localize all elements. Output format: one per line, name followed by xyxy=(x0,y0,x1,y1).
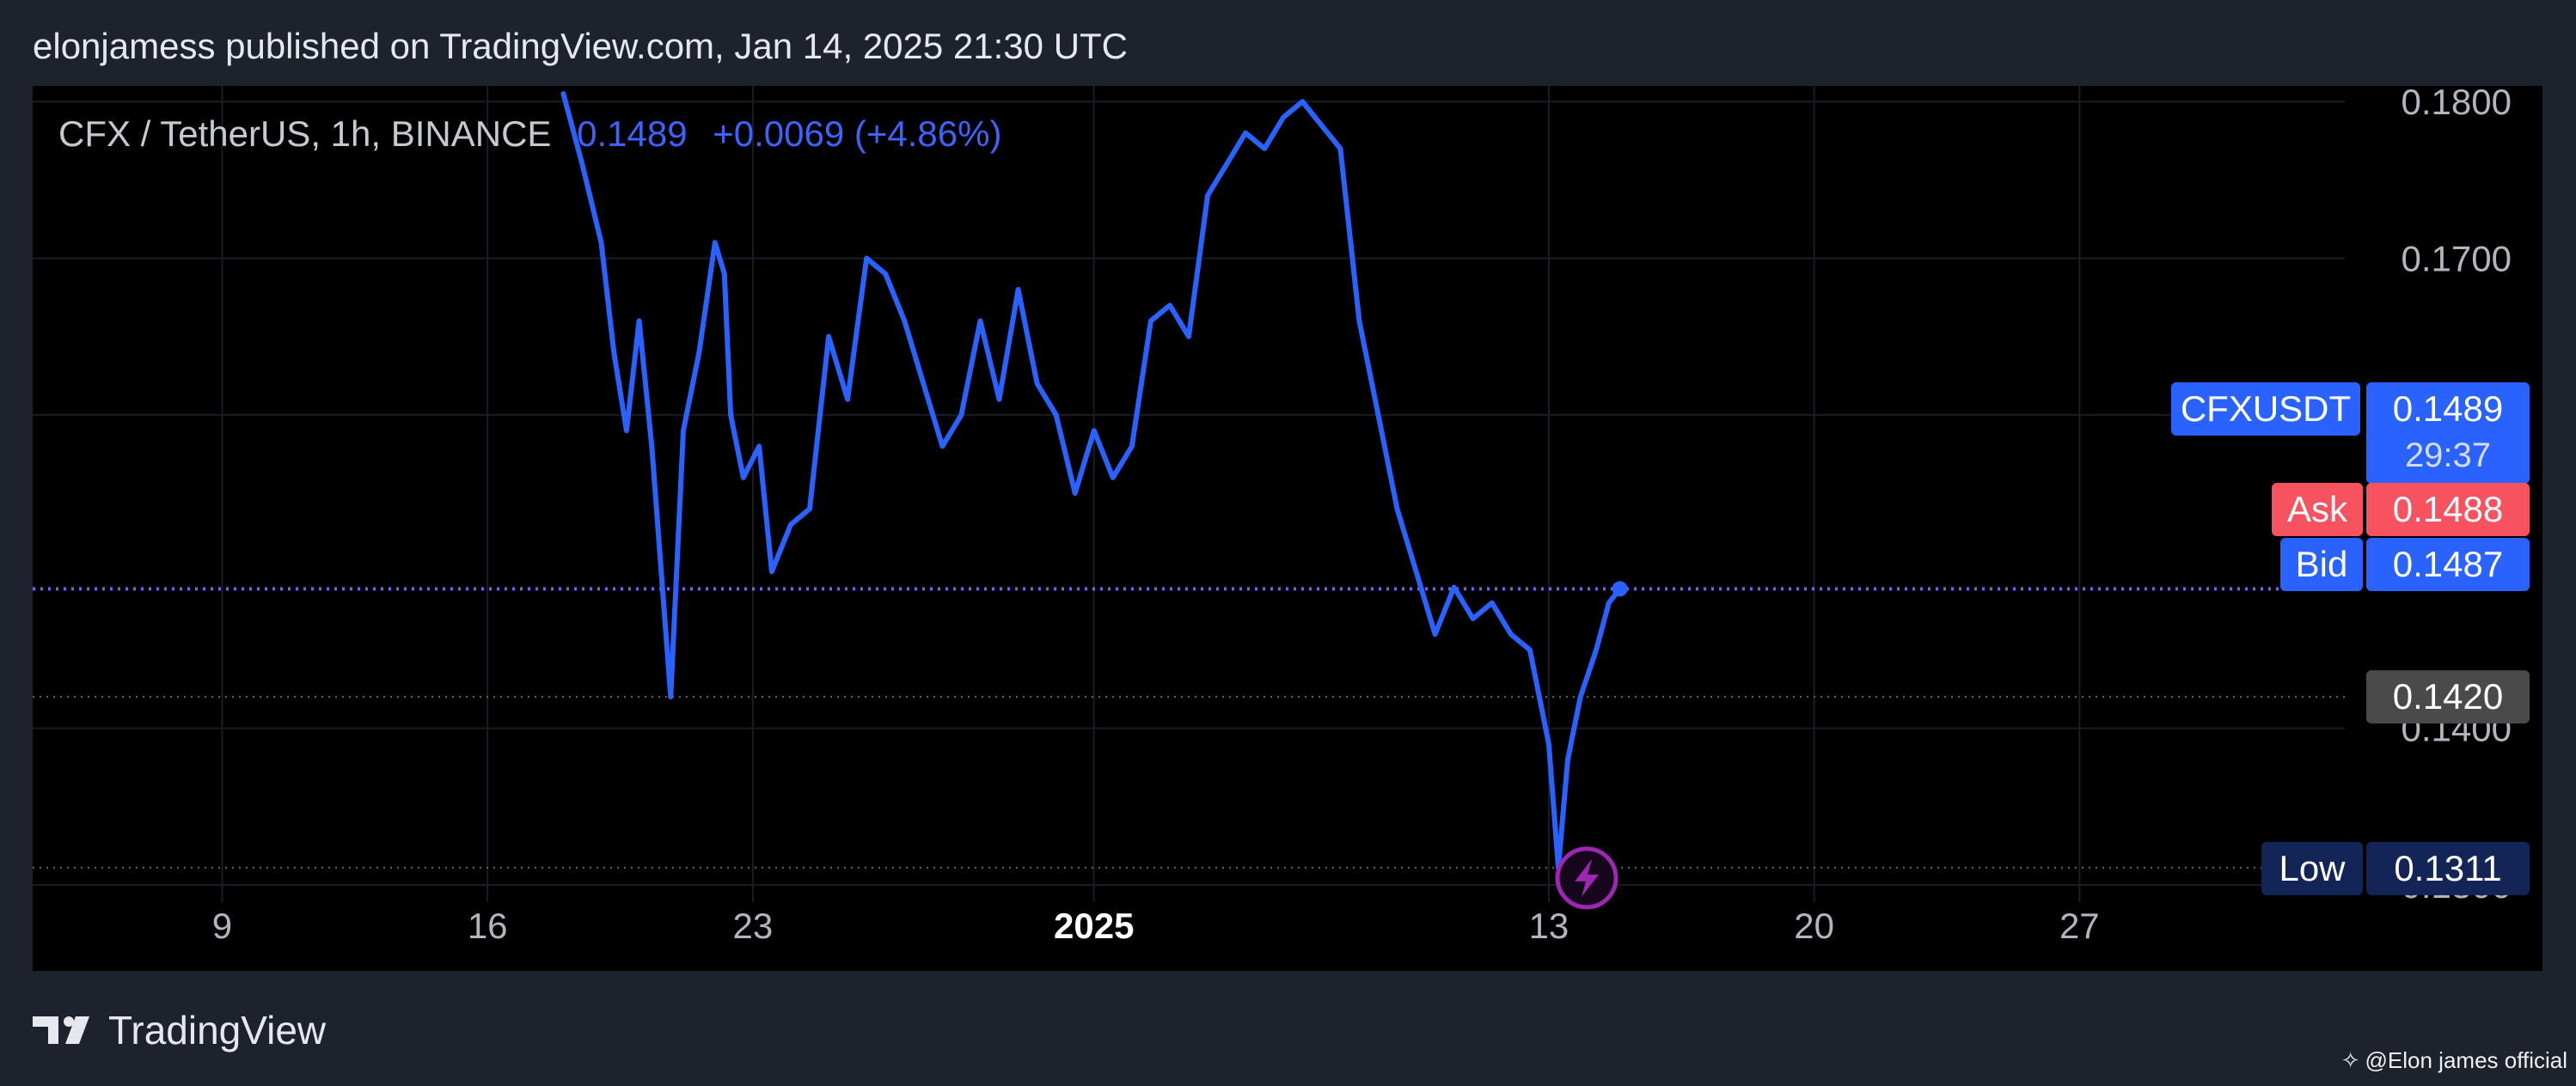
y-tick-label-0.1700: 0.1700 xyxy=(2402,239,2512,279)
price-chart[interactable]: 9162320251320270.18000.17000.16000.14000… xyxy=(33,86,2542,971)
legend-price: 0.1489 xyxy=(577,113,688,154)
tradingview-logo-icon xyxy=(33,1016,89,1044)
badge-low-value: 0.1311 xyxy=(2394,848,2501,888)
last-price-dot xyxy=(1612,581,1628,597)
badge-bid-label-bg[interactable] xyxy=(2280,538,2363,591)
badge-cfxusdt-label-bg[interactable] xyxy=(2171,382,2360,436)
badge-ask-label-bg[interactable] xyxy=(2272,483,2363,536)
watermark-text: @Elon james official xyxy=(2365,1047,2567,1073)
badge-level-value: 0.1420 xyxy=(2393,676,2503,717)
tradingview-logo[interactable]: TradingView xyxy=(33,1007,326,1053)
publisher-caption: elonjamess published on TradingView.com,… xyxy=(33,26,1129,66)
x-tick-label-13: 13 xyxy=(1529,906,1569,946)
y-tick-label-0.1800: 0.1800 xyxy=(2402,86,2512,122)
chart-panel[interactable]: 9162320251320270.18000.17000.16000.14000… xyxy=(33,86,2542,971)
chart-legend[interactable]: CFX / TetherUS, 1h, BINANCE 0.1489 +0.00… xyxy=(58,113,1001,155)
badge-bid-value: 0.1487 xyxy=(2393,544,2503,584)
tradingview-logo-text: TradingView xyxy=(108,1008,327,1052)
badge-cfxusdt-value: 0.1489 xyxy=(2393,388,2503,429)
legend-symbol: CFX / TetherUS, 1h, BINANCE xyxy=(58,113,552,154)
badge-cfxusdt-label: CFXUSDT xyxy=(2181,388,2351,429)
badge-cfxusdt-value-bg[interactable] xyxy=(2366,382,2530,484)
badge-low-label-bg[interactable] xyxy=(2261,841,2363,895)
price-series-line[interactable] xyxy=(560,91,1623,870)
x-tick-label-20: 20 xyxy=(1794,906,1834,946)
legend-change: +0.0069 (+4.86%) xyxy=(713,113,1002,154)
badge-level-value-bg[interactable] xyxy=(2366,670,2530,724)
sparkle-diamond-icon: ✧ xyxy=(2340,1047,2360,1073)
badge-low-value-bg[interactable] xyxy=(2366,841,2530,895)
badge-low-label: Low xyxy=(2279,848,2346,888)
badge-ask-value-bg[interactable] xyxy=(2366,483,2530,536)
x-tick-label-23: 23 xyxy=(733,906,774,946)
lightning-icon[interactable] xyxy=(1575,858,1600,897)
x-tick-label-9: 9 xyxy=(212,906,232,946)
badge-cfxusdt-countdown: 29:37 xyxy=(2405,436,2491,474)
badge-bid-label: Bid xyxy=(2296,544,2348,584)
x-tick-label-27: 27 xyxy=(2059,906,2100,946)
badge-ask-label: Ask xyxy=(2287,489,2348,529)
x-tick-label-16: 16 xyxy=(468,906,508,946)
author-watermark: ✧ @Elon james official xyxy=(2341,1047,2567,1074)
badge-bid-value-bg[interactable] xyxy=(2366,538,2530,591)
x-tick-label-2025: 2025 xyxy=(1054,906,1134,946)
badge-ask-value: 0.1488 xyxy=(2393,489,2503,529)
